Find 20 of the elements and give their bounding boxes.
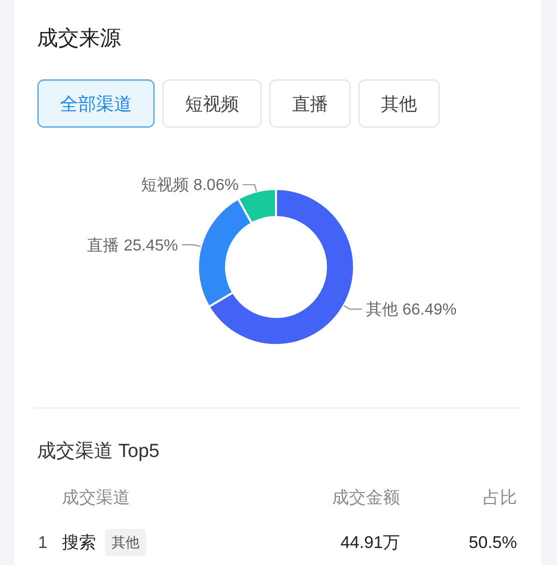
text: 44.91万	[340, 533, 400, 552]
button-text: 其他	[381, 94, 417, 114]
category-label: 短视频	[140, 177, 189, 194]
text: 50.5%	[468, 533, 517, 552]
chart-title: 成交来源	[37, 27, 121, 50]
value-label: 66.49%	[402, 302, 457, 319]
tag: 其他	[105, 529, 146, 556]
text: 1	[38, 533, 48, 552]
value-label: 8.06%	[193, 177, 239, 194]
text: 搜索	[62, 533, 96, 552]
button-text: 直播	[292, 94, 328, 114]
text: 成交金额	[332, 488, 400, 507]
category-label: 其他	[366, 302, 398, 319]
value-label: 25.45%	[124, 237, 178, 254]
button-text: 短视频	[185, 94, 239, 114]
section-title: 成交渠道 Top5	[37, 441, 160, 462]
category-label: 直播	[87, 237, 120, 254]
text: 占比	[483, 488, 517, 507]
button-text: 全部渠道	[60, 94, 132, 114]
text: 成交渠道	[62, 488, 130, 507]
